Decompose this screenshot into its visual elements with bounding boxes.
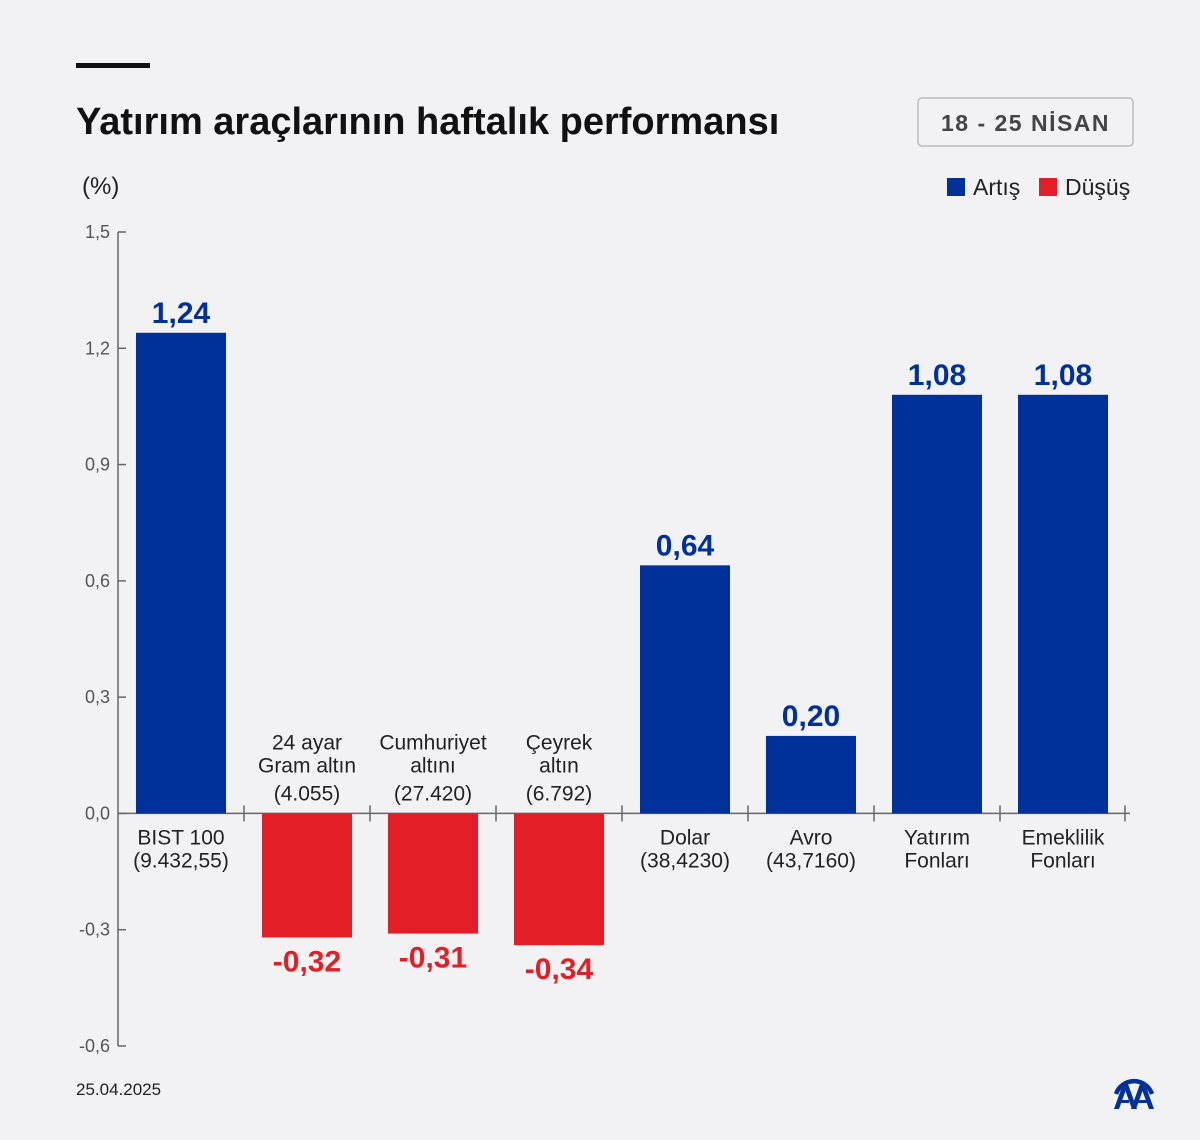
category-label: (4.055) [274,782,341,805]
y-tick-label: 0,9 [85,455,110,475]
category-label: Avro [790,826,833,849]
category-label: altın [539,754,579,777]
bar [640,565,730,814]
legend-label-increase: Artış [973,174,1020,200]
category-label: Fonları [1030,849,1095,872]
category-label: Emeklilik [1022,826,1105,849]
y-tick-label: 1,2 [85,338,110,358]
title-accent-line [76,63,150,68]
footer-date: 25.04.2025 [76,1080,161,1099]
bar [388,813,478,934]
y-tick-label: -0,6 [79,1036,110,1056]
page-title: Yatırım araçlarının haftalık performansı [76,101,779,143]
category-label: (38,4230) [640,849,730,872]
y-tick-label: 0,3 [85,687,110,707]
bar [892,394,982,814]
legend-swatch-increase [947,178,965,196]
category-label: Çeyrek [526,731,593,754]
y-tick-label: 0,6 [85,571,110,591]
bar [136,332,226,814]
y-axis-unit: (%) [82,173,119,200]
value-label: 0,64 [656,529,715,562]
category-label: 24 ayar [272,731,342,754]
value-label: 1,08 [1034,359,1092,392]
y-tick-label: 1,5 [85,222,110,242]
aa-logo [1113,1078,1155,1109]
value-label: 1,08 [908,359,966,392]
value-label: -0,31 [399,942,467,975]
category-label: altını [410,754,456,777]
date-range-badge [917,97,1134,147]
value-label: 0,20 [782,700,840,733]
value-label: -0,32 [273,945,341,978]
category-label: Cumhuriyet [379,731,487,754]
category-label: Dolar [660,826,710,849]
value-label: -0,34 [525,953,594,986]
bar [766,735,856,814]
category-label: Yatırım [904,826,970,849]
legend-swatch-decrease [1039,178,1057,196]
category-label: (9.432,55) [133,849,229,872]
category-label: (43,7160) [766,849,856,872]
category-label: (6.792) [526,782,593,805]
y-tick-label: 0,0 [85,803,110,823]
y-tick-label: -0,3 [79,920,110,940]
plot-area: 1,5 1,2 0,9 0,6 0,3 0,0 -0,3 -0,6 1,24 BIST 100(9… [79,222,1130,1056]
legend-label-decrease: Düşüş [1065,174,1130,200]
category-label: BIST 100 [137,826,224,849]
bar [1018,394,1108,814]
bar [262,813,352,938]
category-label: Fonları [904,849,969,872]
category-label: Gram altın [258,754,356,777]
legend: Artış Düşüş [947,174,1130,200]
value-label: 1,24 [152,297,211,330]
date-range-text: 18 - 25 NİSAN [941,110,1110,136]
category-label: (27.420) [394,782,472,805]
bar [514,813,604,946]
